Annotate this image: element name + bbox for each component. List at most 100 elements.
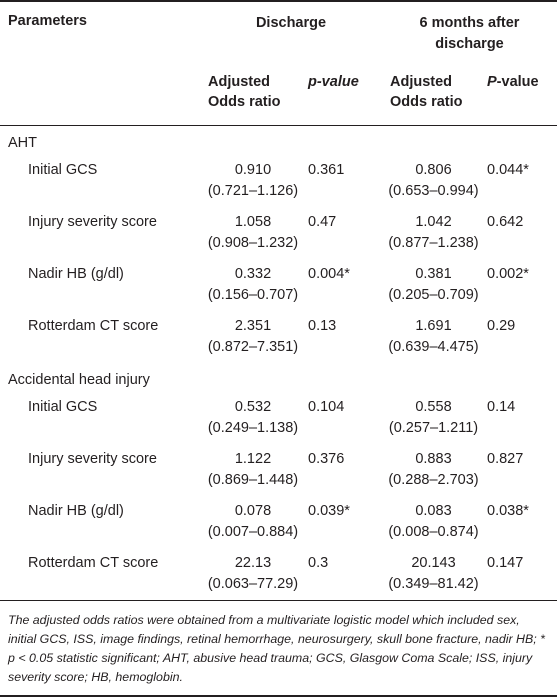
six-month-p-value: 0.29 [487,317,516,334]
parameter-name: Injury severity score [28,450,157,467]
parameter-name: Rotterdam CT score [28,317,159,334]
discharge-or-value: 0.532 [234,398,272,415]
six-month-p-value: 0.14 [487,398,516,415]
six-month-or-ci: (0.349–81.42) [388,575,479,592]
six-month-p-value: 0.147 [487,554,524,571]
six-month-or-value: 20.143 [411,554,456,571]
header-empty [0,59,200,126]
six-month-odds-ratio: 0.083 (0.008–0.874) [382,496,485,548]
six-month-odds-ratio: 0.558 (0.257–1.211) [382,392,485,444]
table-row: Injury severity score 1.122 (0.869–1.448) 0… [0,444,557,496]
header-adjusted-or-6m: Adjusted Odds ratio [382,59,485,126]
discharge-p-value: 0.104 [308,398,345,415]
header-adjusted-line1-6m: Adjusted [390,74,453,90]
discharge-or-value: 1.122 [234,450,272,467]
six-month-p-value: 0.642 [487,213,524,230]
discharge-odds-ratio: 0.078 (0.007–0.884) [200,496,306,548]
section-title: AHT [8,135,37,151]
six-month-or-value: 1.691 [415,317,452,334]
six-month-or-value: 0.381 [415,265,452,282]
six-month-or-ci: (0.639–4.475) [388,338,479,355]
header-pvalue-6m: P-value [485,59,557,126]
discharge-p-value: 0.47 [308,213,337,230]
discharge-or-value: 0.910 [234,161,272,178]
discharge-or-value: 2.351 [234,317,272,334]
six-month-odds-ratio: 0.806 (0.653–0.994) [382,155,485,207]
table-row: Initial GCS 0.910 (0.721–1.126) 0.361 0.806 (… [0,155,557,207]
parameter-name: Rotterdam CT score [28,554,159,571]
six-month-odds-ratio: 1.042 (0.877–1.238) [382,207,485,259]
six-month-p-value: 0.038* [487,502,529,519]
parameter-name: Nadir HB (g/dl) [28,265,124,282]
header-row-sub: Adjusted Odds ratio p-value Adjusted Odd… [0,59,557,126]
discharge-odds-ratio: 2.351 (0.872–7.351) [200,311,306,363]
discharge-odds-ratio: 22.13 (0.063–77.29) [200,548,306,600]
discharge-or-ci: (0.908–1.232) [207,234,299,251]
discharge-or-ci: (0.007–0.884) [207,523,299,540]
discharge-p-value: 0.3 [308,554,329,571]
table-row: Nadir HB (g/dl) 0.078 (0.007–0.884) 0.039* 0… [0,496,557,548]
table-row: Initial GCS 0.532 (0.249–1.138) 0.104 0.558 (… [0,392,557,444]
six-month-p-value: 0.044* [487,161,529,178]
table-row: Rotterdam CT score 22.13 (0.063–77.29) 0.3 2… [0,548,557,600]
section-row: Accidental head injury [0,363,557,392]
header-six-months-line1: 6 months after [419,15,520,31]
section-title: Accidental head injury [8,371,150,388]
discharge-or-value: 22.13 [234,554,272,571]
table-row: Nadir HB (g/dl) 0.332 (0.156–0.707) 0.004* 0… [0,259,557,311]
discharge-or-ci: (0.063–77.29) [207,575,299,592]
discharge-or-ci: (0.721–1.126) [207,182,299,199]
discharge-or-value: 1.058 [234,213,272,230]
parameter-name: Nadir HB (g/dl) [28,502,124,519]
six-month-odds-ratio: 1.691 (0.639–4.475) [382,311,485,363]
header-parameters: Parameters [0,0,200,59]
header-pvalue-lower: p-value [308,74,359,90]
discharge-odds-ratio: 0.332 (0.156–0.707) [200,259,306,311]
six-month-or-value: 1.042 [415,213,452,230]
six-month-odds-ratio: 0.883 (0.288–2.703) [382,444,485,496]
discharge-or-ci: (0.249–1.138) [207,419,299,436]
six-month-or-value: 0.083 [415,502,452,519]
discharge-p-value: 0.361 [308,161,345,178]
six-month-or-ci: (0.877–1.238) [388,234,479,251]
table-body: AHT Initial GCS 0.910 (0.721–1.126) 0.361 0.8… [0,126,557,600]
header-pvalue-upper-p: P [487,74,497,90]
six-month-or-ci: (0.257–1.211) [388,419,479,436]
header-pvalue-upper-rest: -value [496,74,539,90]
six-month-p-value: 0.827 [487,450,524,467]
discharge-odds-ratio: 1.058 (0.908–1.232) [200,207,306,259]
discharge-or-ci: (0.869–1.448) [207,471,299,488]
discharge-p-value: 0.376 [308,450,345,467]
discharge-p-value: 0.13 [308,317,337,334]
table-row: Injury severity score 1.058 (0.908–1.232) 0… [0,207,557,259]
section-row: AHT [0,126,557,155]
discharge-odds-ratio: 0.532 (0.249–1.138) [200,392,306,444]
header-adjusted-or-discharge: Adjusted Odds ratio [200,59,306,126]
header-row-top: Parameters Discharge 6 months after disc… [0,0,557,59]
discharge-p-value: 0.004* [308,265,350,282]
discharge-p-value: 0.039* [308,502,350,519]
six-month-or-value: 0.558 [415,398,452,415]
table-row: Rotterdam CT score 2.351 (0.872–7.351) 0.13… [0,311,557,363]
table-footnote: The adjusted odds ratios were obtained f… [0,599,557,697]
parameter-name: Initial GCS [28,161,98,178]
header-six-months-line2: discharge [435,36,504,52]
header-six-months: 6 months after discharge [382,0,557,59]
discharge-or-ci: (0.872–7.351) [207,338,299,355]
six-month-or-ci: (0.288–2.703) [388,471,479,488]
odds-ratio-table: Parameters Discharge 6 months after disc… [0,0,557,600]
six-month-or-ci: (0.205–0.709) [388,286,479,303]
six-month-p-value: 0.002* [487,265,529,282]
header-pvalue-discharge: p-value [306,59,382,126]
six-month-odds-ratio: 20.143 (0.349–81.42) [382,548,485,600]
discharge-or-value: 0.332 [234,265,272,282]
header-discharge: Discharge [200,0,382,59]
six-month-odds-ratio: 0.381 (0.205–0.709) [382,259,485,311]
header-adjusted-line2-6m: Odds ratio [390,94,463,110]
discharge-odds-ratio: 1.122 (0.869–1.448) [200,444,306,496]
header-adjusted-line2: Odds ratio [208,94,281,110]
discharge-or-ci: (0.156–0.707) [207,286,299,303]
header-adjusted-line1: Adjusted [208,74,271,90]
six-month-or-value: 0.806 [415,161,452,178]
